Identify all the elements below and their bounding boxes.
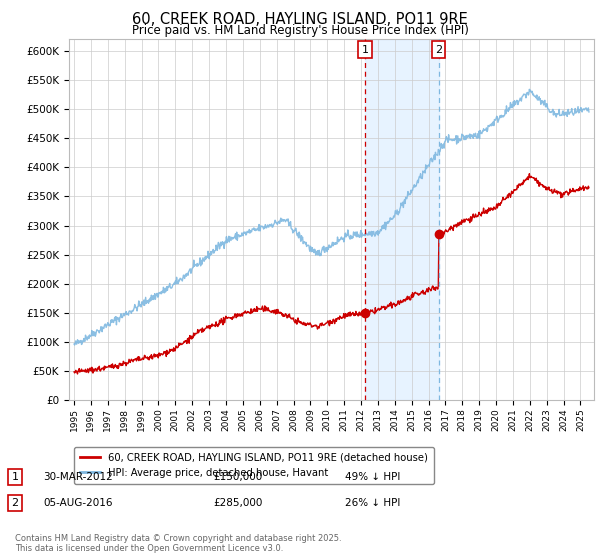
Bar	[365, 39, 439, 400]
Text: 05-AUG-2016: 05-AUG-2016	[43, 498, 113, 508]
Text: Price paid vs. HM Land Registry's House Price Index (HPI): Price paid vs. HM Land Registry's House …	[131, 24, 469, 36]
Legend: 60, CREEK ROAD, HAYLING ISLAND, PO11 9RE (detached house), HPI: Average price, d: 60, CREEK ROAD, HAYLING ISLAND, PO11 9RE…	[74, 447, 434, 484]
Text: 26% ↓ HPI: 26% ↓ HPI	[345, 498, 400, 508]
Text: £285,000: £285,000	[213, 498, 262, 508]
Text: £150,000: £150,000	[213, 472, 262, 482]
Text: 1: 1	[11, 472, 19, 482]
Text: 1: 1	[362, 45, 368, 55]
Text: 2: 2	[11, 498, 19, 508]
Text: 30-MAR-2012: 30-MAR-2012	[43, 472, 113, 482]
Text: 60, CREEK ROAD, HAYLING ISLAND, PO11 9RE: 60, CREEK ROAD, HAYLING ISLAND, PO11 9RE	[132, 12, 468, 27]
Text: 49% ↓ HPI: 49% ↓ HPI	[345, 472, 400, 482]
Text: 2: 2	[435, 45, 442, 55]
Text: Contains HM Land Registry data © Crown copyright and database right 2025.
This d: Contains HM Land Registry data © Crown c…	[15, 534, 341, 553]
